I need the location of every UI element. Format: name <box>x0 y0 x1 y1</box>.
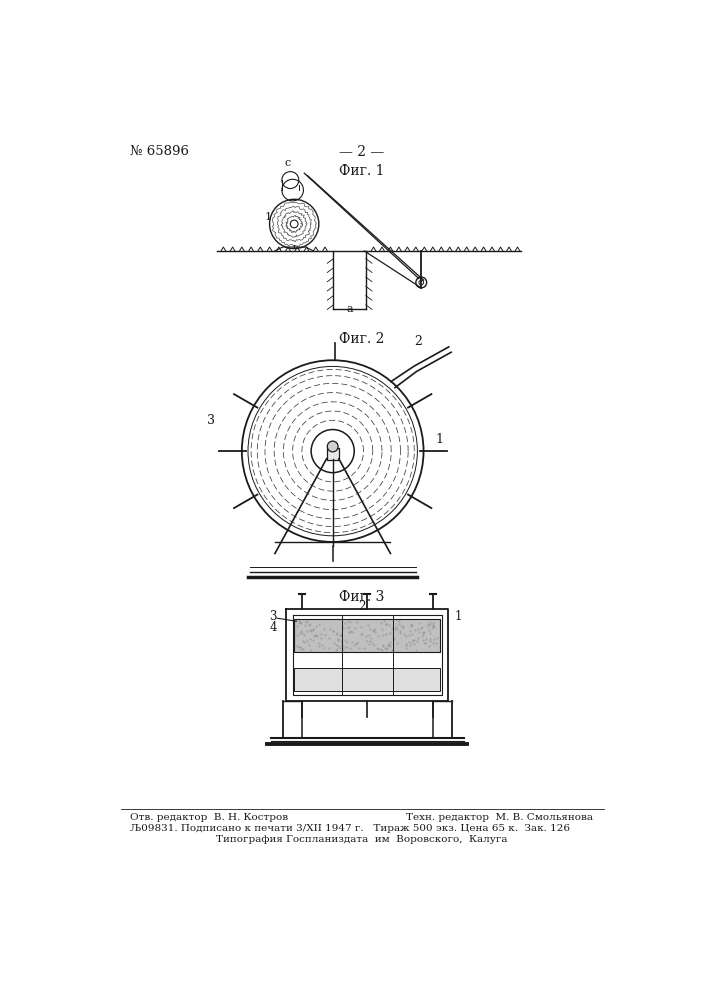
Text: Фиг. 3: Фиг. 3 <box>339 590 385 604</box>
Text: № 65896: № 65896 <box>130 145 189 158</box>
Circle shape <box>327 441 338 452</box>
Text: Отв. редактор  В. Н. Костров: Отв. редактор В. Н. Костров <box>130 813 288 822</box>
Text: 1: 1 <box>265 212 272 222</box>
Text: 2: 2 <box>414 335 422 348</box>
Text: 3: 3 <box>207 414 215 427</box>
Text: — 2 —: — 2 — <box>339 145 385 159</box>
Text: Фиг. 1: Фиг. 1 <box>339 164 385 178</box>
Text: Љ09831. Подписано к печати 3/XII 1947 г.   Тираж 500 экз. Цена 65 к.  Зак. 126: Љ09831. Подписано к печати 3/XII 1947 г.… <box>130 824 570 833</box>
Text: a: a <box>346 304 353 314</box>
Text: 1: 1 <box>435 433 443 446</box>
Text: 2: 2 <box>358 600 366 613</box>
Text: Типография Госпланиздата  им  Воровского,  Калуга: Типография Госпланиздата им Воровского, … <box>216 835 508 844</box>
Text: c: c <box>285 158 291 168</box>
Text: 3: 3 <box>269 610 277 624</box>
Bar <box>294 619 440 652</box>
Text: Техн. редактор  М. В. Смольянова: Техн. редактор М. В. Смольянова <box>406 813 593 822</box>
Text: 4: 4 <box>269 621 277 634</box>
Text: Фиг. 2: Фиг. 2 <box>339 332 385 346</box>
Text: 1: 1 <box>455 610 462 624</box>
Bar <box>327 448 339 460</box>
Bar <box>294 668 440 691</box>
